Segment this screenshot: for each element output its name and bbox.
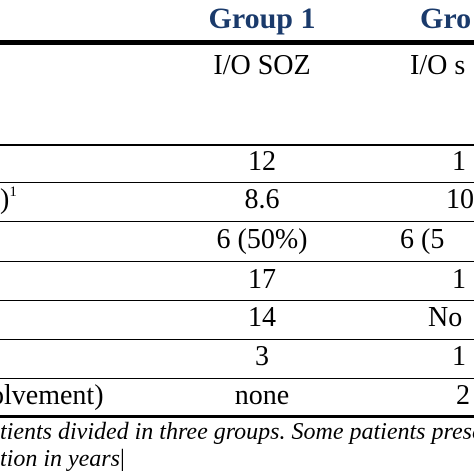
- row2-group2-value: 10: [446, 184, 474, 215]
- row2-label-text: ): [0, 184, 10, 215]
- group2-header: Gro: [420, 2, 472, 35]
- group1-header: Group 1: [208, 2, 316, 35]
- row2-label: )1: [0, 184, 17, 220]
- row-divider: [0, 182, 474, 183]
- row4-group2-value: 1: [452, 264, 466, 295]
- row-divider: [0, 300, 474, 301]
- row6-group1-value: 3: [255, 341, 269, 372]
- row2-label-footnote-mark: 1: [9, 184, 17, 200]
- footnote-line2: tion in years|: [0, 445, 125, 473]
- row4-group1-value: 17: [248, 264, 276, 295]
- row7-group2-value: 2: [456, 380, 470, 411]
- text-cursor: |: [120, 446, 125, 472]
- row3-group2-value: 6 (5: [400, 224, 445, 255]
- row6-group2-value: 1: [452, 341, 466, 372]
- row-divider: [0, 261, 474, 262]
- row7-group1-value: none: [234, 380, 290, 411]
- footnote-line1: tients divided in three groups. Some pat…: [0, 419, 474, 445]
- table-bottom-rule: [0, 415, 474, 418]
- header-bottom-rule: [0, 144, 474, 146]
- table-top-rule: [0, 40, 474, 45]
- row2-group1-value: 8.6: [244, 184, 280, 215]
- row-divider: [0, 221, 474, 222]
- row1-group1-value: 12: [248, 146, 276, 177]
- row1-group2-value: 1: [452, 146, 466, 177]
- group2-subheader: I/O s: [410, 50, 466, 81]
- row5-group1-value: 14: [248, 302, 276, 333]
- row3-group1-value: 6 (50%): [216, 224, 308, 255]
- row-divider: [0, 378, 474, 379]
- row7-label: olvement): [0, 380, 104, 411]
- row5-group2-value: No: [428, 302, 463, 333]
- group1-subheader: I/O SOZ: [213, 50, 311, 81]
- footnote-line2-text: tion in years: [0, 446, 120, 472]
- row-divider: [0, 339, 474, 340]
